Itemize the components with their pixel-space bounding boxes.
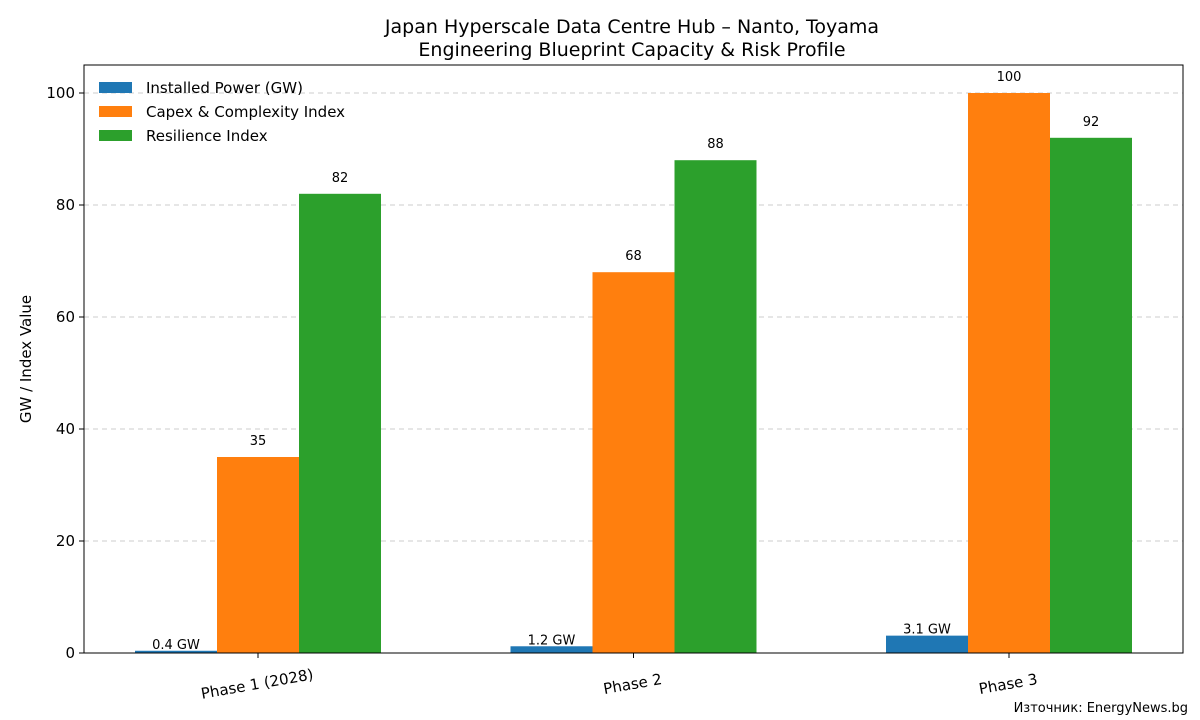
y-tick-label: 100 <box>46 84 75 102</box>
y-tick-label: 80 <box>56 196 75 214</box>
bar <box>886 635 968 653</box>
bar <box>510 646 593 653</box>
bar <box>1050 137 1132 654</box>
data-label: 92 <box>1083 115 1100 130</box>
y-tick-label: 20 <box>56 532 75 550</box>
data-labels: 0.4 GW 35 82 1.2 GW 68 88 3.1 GW 100 92 <box>152 70 1099 653</box>
source-note: Източник: EnergyNews.bg <box>1014 701 1188 716</box>
data-label: 68 <box>625 249 642 264</box>
bar <box>592 272 675 653</box>
legend-swatch <box>99 130 132 141</box>
data-label: 0.4 GW <box>152 638 200 653</box>
bar <box>674 160 757 653</box>
x-tick-label: Phase 1 (2028) <box>200 665 315 702</box>
data-label: 88 <box>707 137 724 152</box>
x-axis-ticks: Phase 1 (2028) Phase 2 Phase 3 <box>200 653 1039 703</box>
bar <box>135 650 217 653</box>
bar <box>968 93 1050 653</box>
data-label: 1.2 GW <box>528 633 576 648</box>
bar <box>217 457 299 653</box>
y-tick-label: 0 <box>65 644 75 662</box>
legend-label: Installed Power (GW) <box>146 79 303 97</box>
y-axis-label: GW / Index Value <box>17 295 35 423</box>
legend-swatch <box>99 106 132 117</box>
legend-label: Resilience Index <box>146 127 268 145</box>
data-label: 82 <box>332 171 349 186</box>
data-label: 100 <box>997 70 1022 85</box>
y-tick-label: 40 <box>56 420 75 438</box>
data-label: 3.1 GW <box>903 623 951 638</box>
x-tick-label: Phase 2 <box>602 670 663 698</box>
chart-title: Japan Hyperscale Data Centre Hub – Nanto… <box>384 16 879 38</box>
y-tick-label: 60 <box>56 308 75 326</box>
bar <box>299 193 381 654</box>
legend-swatch <box>99 82 132 93</box>
x-tick-label: Phase 3 <box>977 670 1038 698</box>
chart-subtitle: Engineering Blueprint Capacity & Risk Pr… <box>418 39 845 61</box>
legend-label: Capex & Complexity Index <box>146 103 345 121</box>
data-label: 35 <box>250 434 267 449</box>
bars <box>135 93 1132 654</box>
y-axis-ticks: 0 20 40 60 80 100 <box>46 84 84 662</box>
legend: Installed Power (GW) Capex & Complexity I… <box>99 79 345 145</box>
